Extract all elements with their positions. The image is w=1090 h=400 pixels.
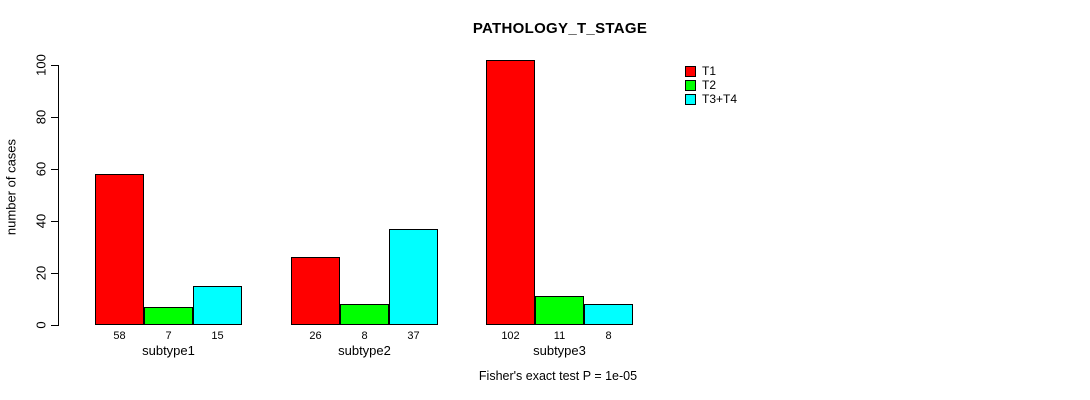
y-tick-label: 0 [33, 321, 49, 329]
bar-value-label: 26 [309, 330, 322, 342]
y-tick-label: 80 [33, 109, 49, 125]
y-axis-line [58, 65, 59, 326]
bar-value-label: 102 [501, 330, 520, 342]
y-tick-mark [51, 272, 58, 274]
y-tick-mark [51, 116, 58, 118]
bar-value-label: 37 [407, 330, 420, 342]
bar-t2-subtype1 [144, 307, 193, 325]
legend-label: T3+T4 [702, 92, 738, 106]
legend-item: T2 [685, 78, 737, 92]
bar-t1-subtype2 [291, 257, 340, 325]
legend-swatch-icon [685, 79, 696, 91]
bar-t2-subtype2 [340, 304, 389, 325]
legend-swatch-icon [685, 65, 696, 77]
bar-value-label: 8 [361, 330, 368, 342]
y-tick-mark [51, 64, 58, 66]
bar-value-label: 15 [211, 330, 224, 342]
legend-label: T2 [702, 78, 717, 92]
y-tick-label: 60 [33, 161, 49, 177]
bar-t3-t4-subtype2 [389, 229, 438, 325]
y-axis-label: number of cases [3, 138, 19, 236]
y-tick-label: 20 [33, 265, 49, 281]
bar-t1-subtype3 [486, 60, 535, 325]
bar-value-label: 11 [553, 330, 566, 342]
y-tick-label: 40 [33, 213, 49, 229]
y-tick-mark [51, 168, 58, 170]
chart-title: PATHOLOGY_T_STAGE [472, 20, 648, 37]
bar-value-label: 58 [113, 330, 126, 342]
legend-item: T3+T4 [685, 92, 737, 106]
category-label-subtype2: subtype2 [338, 343, 391, 358]
legend-label: T1 [702, 64, 717, 78]
bar-t1-subtype1 [95, 174, 144, 325]
category-label-subtype3: subtype3 [533, 343, 586, 358]
bar-t3-t4-subtype3 [584, 304, 633, 325]
category-label-subtype1: subtype1 [142, 343, 195, 358]
bar-value-label: 7 [165, 330, 172, 342]
legend: T1 T2 T3+T4 [685, 64, 737, 106]
y-tick-label: 100 [33, 54, 49, 76]
bar-value-label: 8 [605, 330, 612, 342]
legend-item: T1 [685, 64, 737, 78]
y-tick-mark [51, 324, 58, 326]
fisher-test-annotation: Fisher's exact test P = 1e-05 [478, 369, 638, 383]
legend-swatch-icon [685, 93, 696, 105]
bar-t2-subtype3 [535, 296, 584, 325]
y-tick-mark [51, 220, 58, 222]
bar-t3-t4-subtype1 [193, 286, 242, 325]
